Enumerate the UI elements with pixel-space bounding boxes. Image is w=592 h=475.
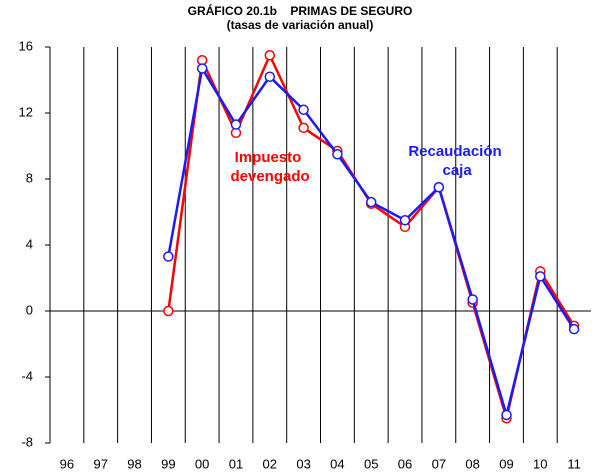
point xyxy=(399,215,411,226)
x-tick-label: 09 xyxy=(499,456,513,471)
x-tick-label: 97 xyxy=(93,456,107,471)
chart-subtitle: (tasas de variación anual) xyxy=(227,18,374,32)
point xyxy=(298,104,309,115)
point xyxy=(332,149,343,160)
chart-title: GRÁFICO 20.1b PRIMAS DE SEGURO xyxy=(188,3,413,18)
x-tick-label: 10 xyxy=(533,456,547,471)
x-tick-label: 08 xyxy=(465,456,479,471)
point xyxy=(298,122,309,134)
point xyxy=(501,409,512,421)
x-tick-label: 07 xyxy=(432,456,446,471)
series-line xyxy=(167,52,576,424)
series-label: Recaudación caja xyxy=(408,143,501,179)
x-tick-label: 03 xyxy=(296,456,310,471)
y-tick-label: 12 xyxy=(19,104,33,119)
y-tick-label: -8 xyxy=(21,434,33,449)
point xyxy=(264,50,276,61)
y-tick-label: 4 xyxy=(26,236,33,251)
point xyxy=(230,119,242,130)
point xyxy=(467,294,478,305)
x-tick-label: 02 xyxy=(263,456,277,471)
y-tick-label: 8 xyxy=(26,170,33,185)
y-tick-label: 16 xyxy=(19,38,33,53)
x-tick-label: 99 xyxy=(161,456,175,471)
point xyxy=(568,323,580,335)
y-tick-label: -4 xyxy=(21,368,33,383)
x-tick-label: 96 xyxy=(60,456,74,471)
point xyxy=(163,305,174,317)
x-tick-label: 00 xyxy=(195,456,209,471)
point xyxy=(433,182,445,193)
x-tick-label: 04 xyxy=(330,456,344,471)
x-tick-label: 06 xyxy=(398,456,412,471)
point xyxy=(365,196,377,208)
point xyxy=(163,251,174,262)
series-label: Impuesto devengado xyxy=(226,149,309,185)
point xyxy=(535,271,546,282)
x-tick-label: 98 xyxy=(127,456,141,471)
x-tick-label: 05 xyxy=(364,456,378,471)
y-tick-label: 0 xyxy=(26,302,33,317)
point xyxy=(196,63,208,74)
x-tick-label: 11 xyxy=(567,456,581,471)
point xyxy=(264,71,276,82)
x-tick-label: 01 xyxy=(229,456,243,471)
